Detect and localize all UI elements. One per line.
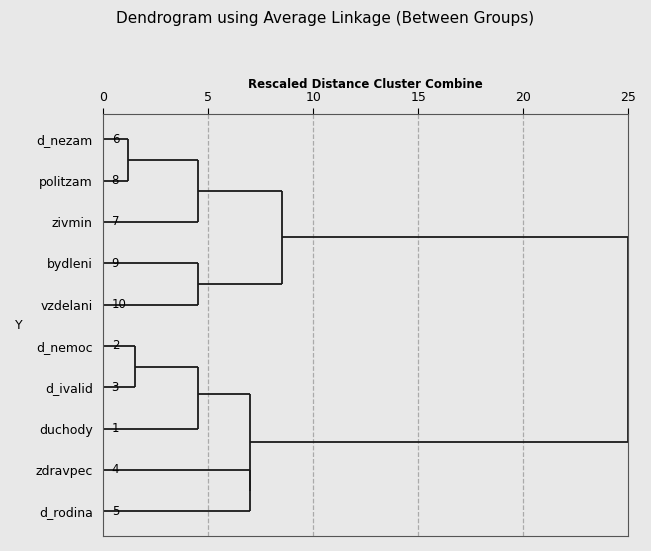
Text: Dendrogram using Average Linkage (Between Groups): Dendrogram using Average Linkage (Betwee… xyxy=(117,11,534,26)
Text: 4: 4 xyxy=(112,463,119,477)
Text: 8: 8 xyxy=(112,174,119,187)
Text: 5: 5 xyxy=(112,505,119,518)
Text: 1: 1 xyxy=(112,422,119,435)
Text: 2: 2 xyxy=(112,339,119,353)
Text: 9: 9 xyxy=(112,257,119,270)
Text: 10: 10 xyxy=(112,298,126,311)
Title: Rescaled Distance Cluster Combine: Rescaled Distance Cluster Combine xyxy=(248,78,483,91)
Text: 6: 6 xyxy=(112,133,119,146)
Y-axis label: Y: Y xyxy=(15,318,23,332)
Text: 7: 7 xyxy=(112,215,119,229)
Text: 3: 3 xyxy=(112,381,119,394)
